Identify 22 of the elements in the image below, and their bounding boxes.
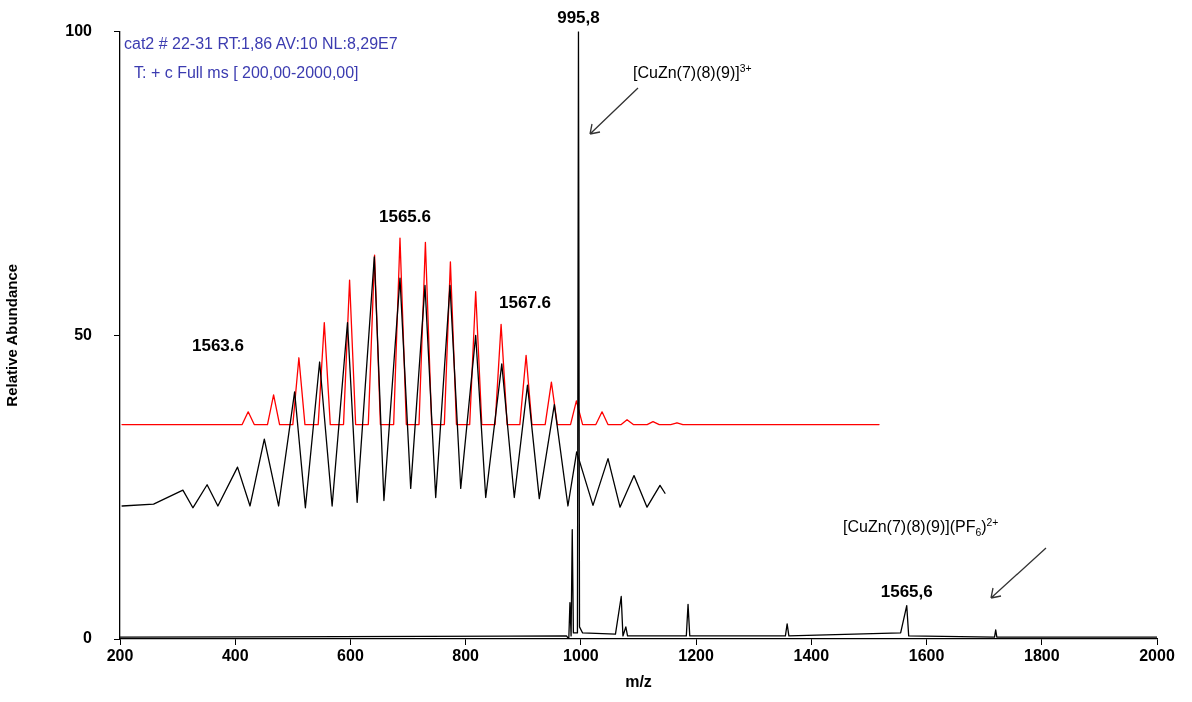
annotation: 1565.6	[379, 207, 431, 226]
y-axis-title: Relative Abundance	[3, 263, 21, 407]
annotation: 995,8	[557, 7, 600, 27]
y-tick-label: 50	[74, 325, 93, 343]
x-tick-label: 1800	[1023, 647, 1060, 665]
x-tick-label: 1400	[793, 647, 830, 665]
x-axis-title: m/z	[625, 672, 652, 690]
x-tick-label: 1000	[563, 647, 599, 665]
x-tick-label: 800	[452, 647, 480, 665]
y-tick-label: 100	[65, 22, 93, 40]
x-tick-label: 200	[106, 647, 134, 665]
x-tick-label: 400	[221, 647, 249, 665]
x-tick-label: 600	[337, 647, 364, 665]
x-tick-label: 1600	[908, 647, 945, 665]
annotation: 1565,6	[880, 581, 933, 601]
annotation: 1567.6	[499, 293, 551, 312]
annotation: T: + c Full ms [ 200,00-2000,00]	[134, 64, 359, 81]
annotation: 1563.6	[192, 336, 244, 355]
y-tick-label: 0	[83, 629, 93, 647]
x-tick-label: 2000	[1139, 647, 1175, 665]
annotation: cat2 # 22-31 RT:1,86 AV:10 NL:8,29E7	[124, 35, 398, 52]
x-tick-label: 1200	[678, 647, 715, 665]
